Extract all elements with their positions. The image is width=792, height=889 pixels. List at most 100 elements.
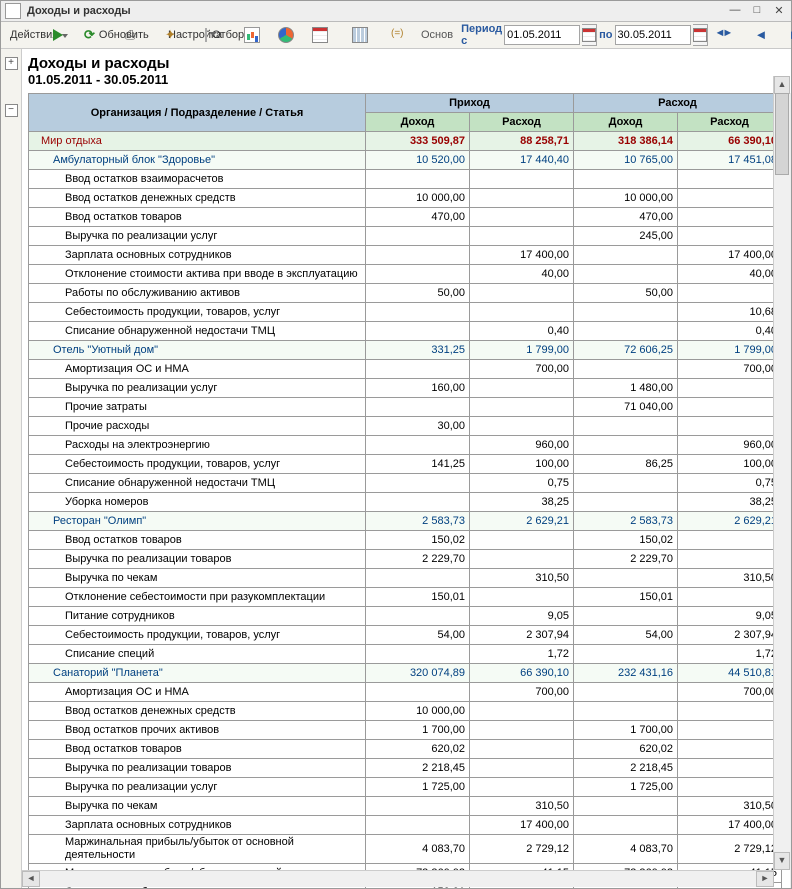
table-row[interactable]: Себестоимость продукции, товаров, услуг1…	[29, 303, 782, 322]
filter-icon	[205, 28, 207, 42]
cell-value	[470, 721, 574, 740]
table-row[interactable]: Ввод остатков денежных средств10 000,00	[29, 702, 782, 721]
cell-value	[470, 588, 574, 607]
cell-value: 2 229,70	[366, 550, 470, 569]
table-row[interactable]: Прочие затраты71 040,00	[29, 398, 782, 417]
row-name: Амортизация ОС и НМА	[29, 683, 366, 702]
scroll-right-button[interactable]: ►	[756, 871, 774, 887]
chart-button[interactable]	[239, 23, 271, 47]
row-name: Работы по обслуживанию активов	[29, 284, 366, 303]
formula-button[interactable]	[387, 23, 419, 47]
date-to-picker[interactable]	[693, 24, 708, 46]
header-col-1: Доход	[366, 113, 470, 132]
table-row[interactable]: Отклонение стоимости актива при вводе в …	[29, 265, 782, 284]
date-from-picker[interactable]	[582, 24, 597, 46]
table-row[interactable]: Ввод остатков взаиморасчетов	[29, 170, 782, 189]
close-button[interactable]: ✕	[771, 4, 787, 18]
table-row[interactable]: Ввод остатков прочих активов1 700,001 70…	[29, 721, 782, 740]
date-from-input[interactable]	[504, 25, 580, 45]
scroll-thumb[interactable]	[775, 93, 789, 175]
table-row[interactable]: Ввод остатков товаров150,02150,02	[29, 531, 782, 550]
table-row[interactable]: Санаторий "Планета"320 074,8966 390,1023…	[29, 664, 782, 683]
collapse-node-1[interactable]: −	[5, 104, 18, 117]
grid-scroll[interactable]: Организация / Подразделение / Статья При…	[28, 93, 791, 888]
table-row[interactable]: Выручка по реализации услуг245,00	[29, 227, 782, 246]
cell-value	[470, 550, 574, 569]
table-row[interactable]: Списание обнаруженной недостачи ТМЦ0,400…	[29, 322, 782, 341]
date-to-input[interactable]	[615, 25, 691, 45]
table-row[interactable]: Ввод остатков денежных средств10 000,001…	[29, 189, 782, 208]
cell-value: 310,50	[678, 569, 782, 588]
vertical-scrollbar[interactable]: ▲ ▼	[773, 76, 790, 870]
refresh-button[interactable]: Обновить	[79, 23, 111, 47]
prev-button[interactable]	[750, 23, 782, 47]
cell-value: 2 218,45	[366, 759, 470, 778]
table-row[interactable]: Выручка по реализации услуг1 725,001 725…	[29, 778, 782, 797]
header-col-2: Расход	[470, 113, 574, 132]
table-row[interactable]: Отель "Уютный дом"331,251 799,0072 606,2…	[29, 341, 782, 360]
cell-value: 17 440,40	[470, 151, 574, 170]
filter-button[interactable]: Отбор	[199, 23, 231, 47]
scroll-left-button[interactable]: ◄	[22, 871, 40, 887]
table-row[interactable]: Выручка по реализации услуг160,001 480,0…	[29, 379, 782, 398]
table-row[interactable]: Выручка по реализации товаров2 229,702 2…	[29, 550, 782, 569]
table-row[interactable]: Ввод остатков товаров470,00470,00	[29, 208, 782, 227]
toolbar: Действия Обновить Настройка Отбор Основ	[1, 22, 791, 49]
table-row[interactable]: Себестоимость продукции, товаров, услуг5…	[29, 626, 782, 645]
cell-value	[678, 398, 782, 417]
expand-all-button[interactable]: +	[5, 57, 18, 70]
table-row[interactable]: Отклонение себестоимости при разукомплек…	[29, 588, 782, 607]
table-row[interactable]: Ресторан "Олимп"2 583,732 629,212 583,73…	[29, 512, 782, 531]
cell-value: 1,72	[470, 645, 574, 664]
row-name: Ввод остатков товаров	[29, 208, 366, 227]
calendar-button[interactable]	[307, 23, 339, 47]
table-row[interactable]: Списание специй1,721,72	[29, 645, 782, 664]
columns-button[interactable]	[347, 23, 379, 47]
table-row[interactable]: Прочие расходы30,00	[29, 417, 782, 436]
cell-value	[470, 284, 574, 303]
table-row[interactable]: Амбулаторный блок "Здоровье"10 520,0017 …	[29, 151, 782, 170]
row-name: Списание обнаруженной недостачи ТМЦ	[29, 474, 366, 493]
table-row[interactable]: Выручка по чекам310,50310,50	[29, 569, 782, 588]
cell-value: 10,68	[678, 303, 782, 322]
next-button[interactable]	[784, 23, 792, 47]
minimize-button[interactable]: —	[727, 4, 743, 18]
cell-value	[574, 683, 678, 702]
play-button[interactable]	[45, 23, 77, 47]
table-row[interactable]: Зарплата основных сотрудников17 400,0017…	[29, 816, 782, 835]
table-row[interactable]: Списание обнаруженной недостачи ТМЦ0,750…	[29, 474, 782, 493]
print-button[interactable]	[119, 23, 151, 47]
settings-button[interactable]: Настройка	[159, 23, 191, 47]
actions-menu[interactable]: Действия	[5, 23, 37, 47]
cell-value: 2 629,21	[470, 512, 574, 531]
fit-width-button[interactable]	[710, 23, 742, 47]
table-row[interactable]: Мир отдыха333 509,8788 258,71318 386,146…	[29, 132, 782, 151]
pie-chart-icon	[278, 27, 294, 43]
table-row[interactable]: Питание сотрудников9,059,05	[29, 607, 782, 626]
maximize-button[interactable]: □	[749, 4, 765, 18]
table-row[interactable]: Выручка по чекам310,50310,50	[29, 797, 782, 816]
cell-value: 2 218,45	[574, 759, 678, 778]
table-row[interactable]: Уборка номеров38,2538,25	[29, 493, 782, 512]
table-row[interactable]: Амортизация ОС и НМА700,00700,00	[29, 683, 782, 702]
row-name: Ввод остатков денежных средств	[29, 702, 366, 721]
cell-value: 50,00	[366, 284, 470, 303]
bar-chart-icon	[244, 27, 260, 43]
cell-value	[470, 417, 574, 436]
table-row[interactable]: Себестоимость продукции, товаров, услуг1…	[29, 455, 782, 474]
scroll-up-button[interactable]: ▲	[774, 76, 790, 94]
scroll-track[interactable]	[774, 93, 790, 853]
table-row[interactable]: Работы по обслуживанию активов50,0050,00	[29, 284, 782, 303]
table-row[interactable]: Амортизация ОС и НМА700,00700,00	[29, 360, 782, 379]
horizontal-scrollbar[interactable]: ◄ ►	[22, 870, 774, 887]
table-row[interactable]: Расходы на электроэнергию960,00960,00	[29, 436, 782, 455]
row-name: Питание сотрудников	[29, 607, 366, 626]
table-row[interactable]: Ввод остатков товаров620,02620,02	[29, 740, 782, 759]
table-row[interactable]: Выручка по реализации товаров2 218,452 2…	[29, 759, 782, 778]
pie-button[interactable]	[273, 23, 305, 47]
table-row[interactable]: Зарплата основных сотрудников17 400,0017…	[29, 246, 782, 265]
cell-value	[678, 379, 782, 398]
table-row[interactable]: Маржинальная прибыль/убыток от основной …	[29, 835, 782, 864]
scroll-down-button[interactable]: ▼	[774, 852, 790, 870]
cell-value: 100,00	[678, 455, 782, 474]
